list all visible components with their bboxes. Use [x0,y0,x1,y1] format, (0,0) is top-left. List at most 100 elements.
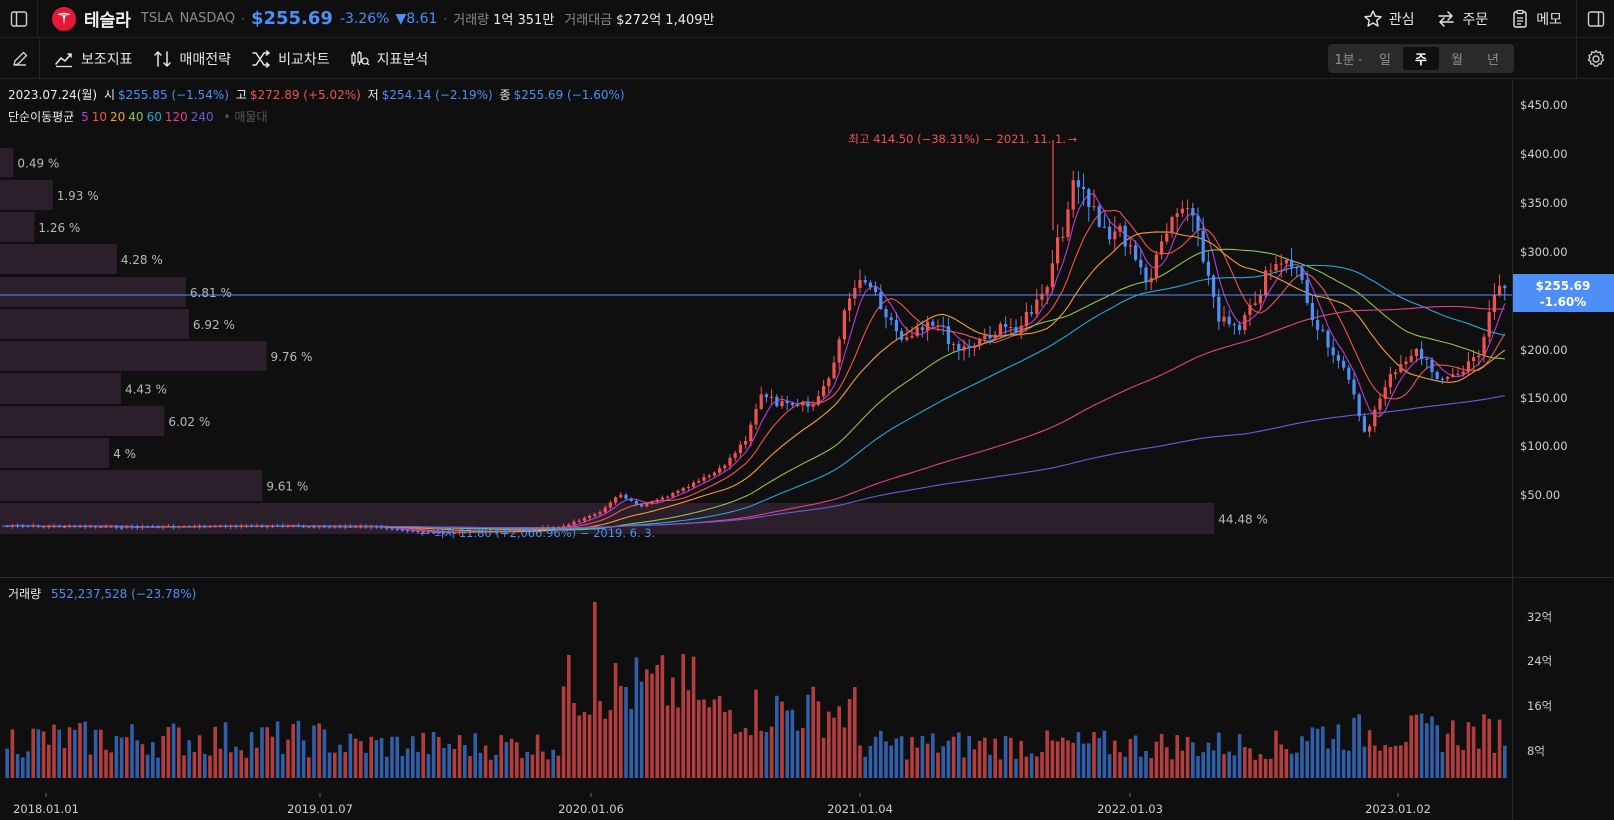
candle-body [255,525,259,527]
period-month[interactable]: 월 [1451,53,1463,68]
compare-label: 비교차트 [278,51,330,68]
candle-body [660,497,664,500]
candle-body [1118,225,1122,232]
volume-bar [645,669,649,778]
period-minute-dropdown[interactable]: 1분 ⌄ [1334,53,1364,68]
candle-body [1326,330,1330,348]
drawing-tool-button[interactable] [0,38,40,79]
candle-body [910,335,914,338]
candle-body [1092,206,1096,208]
volume-bar [1040,751,1044,778]
candle-body [1227,316,1231,325]
candle-body [140,526,144,528]
volume-bar [1253,759,1257,778]
volume-bar [894,738,899,778]
candle-body [1316,320,1320,330]
volume-bar [1471,726,1476,778]
volume-bar [171,723,176,778]
candle-body [1196,215,1200,231]
ticker: TSLA [140,11,174,26]
candle-body [837,339,841,363]
volume-bar [338,744,342,778]
time-axis-label: 2018.01.01 [13,802,79,816]
volume-bar [1289,753,1294,778]
candle-body [1290,259,1294,268]
volume-bar [1321,726,1325,778]
candle-body [1383,387,1387,399]
analysis-button[interactable]: 지표분석 [350,49,428,69]
candle-body [1300,267,1304,280]
volume-bar [442,747,446,778]
candle-body [744,441,748,445]
candle-body [1139,259,1143,268]
candle-body [390,528,394,530]
volume-bar [67,727,72,778]
stock-name: 테슬라 [84,11,131,31]
volume-bar [21,757,25,778]
candle-body [161,526,165,528]
watchlist-button[interactable]: 관심 [1363,9,1414,29]
candle-body [21,525,25,527]
volume-bar [62,748,67,778]
moving-average-legend[interactable]: 단순이동평균 5 10 20 40 60 120 240 • 매물대 [8,108,271,125]
volume-bar [821,737,826,778]
chart-settings-button[interactable] [1576,39,1614,79]
candle-body [588,515,592,518]
volume-bar [1243,747,1247,778]
candle-body [338,526,342,528]
volume-profile-bar [0,148,14,177]
volume-profile-label: 9.61 % [266,480,308,494]
candle-body [598,512,602,515]
candle-body [608,502,612,508]
volume-bar [811,686,815,778]
candle-body [1056,237,1060,264]
price-axis-label: $300.00 [1520,245,1568,259]
volume-bar [359,741,363,778]
left-panel-toggle-button[interactable] [0,0,38,38]
candle-body [265,526,269,528]
candle-body [889,317,893,321]
volume-profile-label: 4.43 % [125,383,167,397]
candle-body [504,530,508,532]
volume-bar [1279,744,1283,778]
period-day[interactable]: 일 [1379,53,1391,68]
candle-body [640,504,644,507]
volume-bar [853,687,857,778]
compare-chart-button[interactable]: 비교차트 [251,49,330,69]
volume-bar [582,711,587,778]
volume-bar [197,735,202,778]
volume-bar [478,752,483,778]
candle-body [218,525,222,527]
memo-button[interactable]: 메모 [1510,9,1562,29]
ma-legend-extra: • 매물대 [223,110,268,124]
candle-body [655,499,659,502]
candle-body [1097,206,1101,227]
volume-bar [1102,730,1107,778]
price-axis: $450.00 $400.00 $350.00 $300.00 $200.00 $150.… [1520,98,1568,502]
indicator-button[interactable]: 보조지표 [54,49,133,69]
candle-body [619,494,623,498]
volume-bar [468,755,472,778]
time-axis-label: 2021.01.04 [827,802,893,816]
candle-body [473,531,477,533]
volume-bar [1430,716,1434,778]
candle-body [354,526,358,528]
period-year[interactable]: 년 [1487,53,1499,68]
strategy-button[interactable]: 매매전략 [153,49,231,69]
order-button[interactable]: 주문 [1436,9,1488,29]
candle-body [421,531,425,533]
stock-chart[interactable]: 0.49 % 1.93 % 1.26 % 4.28 % 6.81 % 6.92 % 9.76… [0,80,1614,820]
volume-profile-label: 1.26 % [38,221,80,235]
candle-body [120,527,124,529]
volume-bar [1373,745,1377,778]
volume-bar [145,754,150,778]
volume-bar [1503,745,1507,778]
ma-legend-label: 단순이동평균 [8,110,75,124]
right-panel-toggle-button[interactable] [1576,0,1614,38]
volume-bar [530,754,535,778]
volume-bar [723,711,727,778]
volume-bar [104,749,108,778]
period-week[interactable]: 주 [1403,47,1439,70]
volume-profile-label: 6.92 % [193,318,235,332]
candle-body [1404,361,1408,365]
